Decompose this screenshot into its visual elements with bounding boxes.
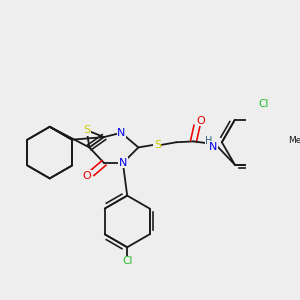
Text: N: N (209, 142, 218, 152)
Text: S: S (154, 140, 161, 150)
Text: Me: Me (288, 136, 300, 145)
Text: N: N (117, 128, 125, 138)
Text: S: S (83, 125, 90, 135)
Text: N: N (119, 158, 127, 168)
Text: H: H (205, 136, 213, 146)
Text: O: O (196, 116, 205, 126)
Text: O: O (82, 171, 91, 181)
Text: Cl: Cl (122, 256, 132, 266)
Text: Cl: Cl (258, 98, 268, 109)
